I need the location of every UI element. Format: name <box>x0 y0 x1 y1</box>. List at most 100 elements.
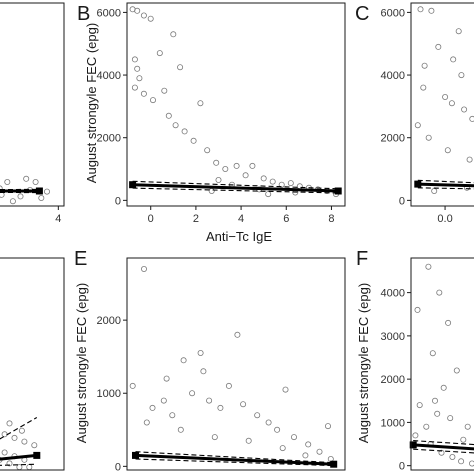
data-point <box>417 6 424 13</box>
fit-start-marker <box>132 451 139 459</box>
panel-e-yticks: 0 1000 2000 <box>97 315 127 473</box>
data-point <box>458 72 465 79</box>
data-point <box>6 460 13 467</box>
data-point <box>140 12 147 19</box>
data-point <box>434 410 441 417</box>
panel-f: 0 1000 2000 3000 4000 <box>381 257 474 473</box>
panel-a-fit <box>0 187 43 195</box>
ci-upper-line <box>413 440 474 446</box>
fit-line <box>0 453 37 461</box>
fit-line <box>413 443 474 451</box>
data-point <box>215 176 222 183</box>
data-point <box>324 423 331 430</box>
fit-end-marker <box>35 187 43 195</box>
data-point <box>38 194 45 201</box>
panel-e-frame <box>126 257 346 471</box>
panel-c-xticks: 0.0 <box>437 206 453 225</box>
fit-end-marker <box>334 187 342 195</box>
data-point <box>428 7 435 14</box>
data-point <box>197 349 204 356</box>
data-point <box>180 357 187 364</box>
panel-e-points <box>129 265 334 462</box>
panel-b-y-axis-title: August strongyle FEC (epg) <box>84 23 99 183</box>
fit-start-marker <box>409 441 417 449</box>
data-point <box>260 175 267 182</box>
data-point <box>282 386 289 393</box>
panel-e: 0 1000 2000 <box>97 257 346 473</box>
data-point <box>17 193 24 200</box>
y-tick-label: 2000 <box>381 133 405 145</box>
data-point <box>1 449 8 456</box>
data-point <box>31 442 38 449</box>
y-tick-label: 3000 <box>381 331 405 343</box>
data-point <box>172 122 179 129</box>
panel-a-xticks: 4 <box>55 206 61 225</box>
panel-c-fit <box>414 179 474 190</box>
data-point <box>242 172 249 179</box>
data-point <box>206 397 213 404</box>
data-point <box>449 453 456 460</box>
data-point <box>177 426 184 433</box>
panel-b-x-axis-title: Anti−Tc IgE <box>206 229 272 244</box>
data-point <box>438 449 445 456</box>
data-point <box>234 331 241 338</box>
data-point <box>423 423 430 430</box>
data-point <box>149 404 156 411</box>
y-tick-label: 1000 <box>97 388 121 400</box>
data-point <box>225 382 232 389</box>
data-point <box>217 404 224 411</box>
data-point <box>21 438 28 445</box>
panel-b-frame <box>126 2 346 207</box>
data-point <box>458 458 465 465</box>
panel-b-yticks: 0 2000 4000 6000 <box>97 7 127 207</box>
data-point <box>44 188 51 195</box>
ci-lower-line <box>132 187 339 194</box>
data-point <box>269 178 276 185</box>
fit-end-marker <box>330 460 338 468</box>
panel-d <box>0 257 65 471</box>
data-point <box>9 198 16 205</box>
data-point <box>129 382 136 389</box>
data-point <box>136 75 143 82</box>
data-point <box>169 412 176 419</box>
data-point <box>447 415 454 422</box>
panel-c: 0.0 0 2000 4000 6000 <box>381 2 474 225</box>
data-point <box>453 367 460 374</box>
data-point <box>245 437 252 444</box>
data-point <box>274 426 281 433</box>
data-point <box>442 94 449 101</box>
data-point <box>4 178 11 185</box>
ci-upper-line <box>132 180 339 190</box>
ci-lower-line <box>135 458 334 467</box>
data-point <box>435 43 442 50</box>
panel-f-letter: F <box>356 248 368 270</box>
data-point <box>302 452 309 459</box>
data-point <box>431 397 438 404</box>
y-tick-label: 2000 <box>97 133 121 145</box>
data-point <box>140 265 147 272</box>
data-point <box>160 397 167 404</box>
y-tick-label: 0 <box>115 195 121 207</box>
panel-d-frame <box>0 257 65 471</box>
fit-line <box>417 182 474 188</box>
panel-b-letter: B <box>77 3 90 25</box>
data-point <box>278 181 285 188</box>
data-point <box>440 384 447 391</box>
panel-d-points <box>0 420 38 471</box>
data-point <box>211 434 218 441</box>
data-point <box>26 464 33 471</box>
data-point <box>448 100 455 107</box>
fit-line <box>132 183 339 193</box>
data-point <box>233 162 240 169</box>
y-tick-label: 0 <box>399 461 405 473</box>
data-point <box>455 28 462 35</box>
data-point <box>134 65 141 72</box>
y-tick-label: 2000 <box>381 374 405 386</box>
data-point <box>11 434 18 441</box>
panel-a-points <box>0 175 51 205</box>
data-point <box>305 441 312 448</box>
data-point <box>290 434 297 441</box>
data-point <box>425 134 432 141</box>
data-point <box>177 64 184 71</box>
